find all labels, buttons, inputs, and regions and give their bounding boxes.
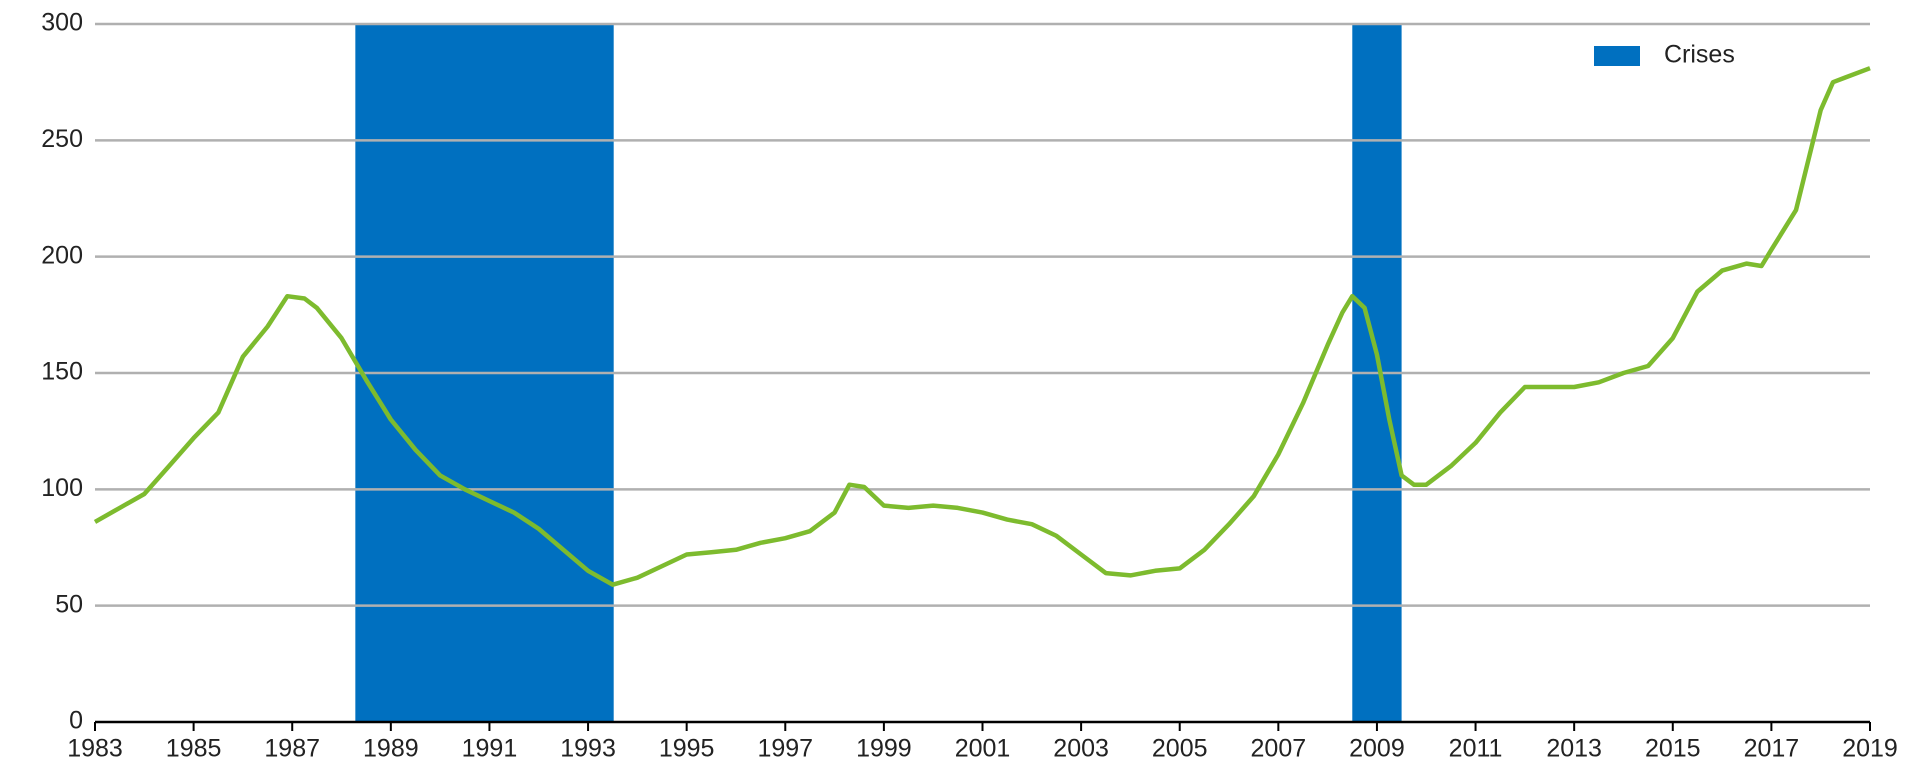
x-tick-label: 1993	[560, 735, 616, 763]
x-tick-label: 2015	[1645, 735, 1701, 763]
y-tick-label: 300	[41, 9, 83, 37]
y-tick-label: 0	[69, 707, 83, 735]
legend-swatch	[1594, 46, 1640, 66]
data-line	[93, 66, 1871, 587]
y-tick-label: 200	[41, 241, 83, 269]
x-tick-label: 1989	[363, 735, 419, 763]
x-tick-label: 2001	[955, 735, 1011, 763]
x-tick-label: 2017	[1744, 735, 1800, 763]
x-tick-label: 1985	[166, 735, 222, 763]
x-tick-label: 2003	[1053, 735, 1109, 763]
x-tick-label: 2007	[1251, 735, 1307, 763]
x-tick-label: 1995	[659, 735, 715, 763]
y-tick-label: 100	[41, 474, 83, 502]
x-tick-label: 2011	[1449, 735, 1503, 763]
x-tick-label: 2005	[1152, 735, 1208, 763]
y-tick-label: 250	[41, 125, 83, 153]
x-tick-label: 1987	[264, 735, 320, 763]
y-tick-label: 50	[55, 590, 83, 618]
y-tick-label: 150	[41, 358, 83, 386]
legend-label: Crises	[1664, 41, 1735, 69]
x-tick-label: 1997	[757, 735, 813, 763]
x-tick-label: 1991	[462, 735, 518, 763]
x-tick-label: 1999	[856, 735, 912, 763]
x-tick-label: 1983	[67, 735, 123, 763]
x-tick-label: 2009	[1349, 735, 1405, 763]
x-tick-label: 2019	[1842, 735, 1898, 763]
x-tick-label: 2013	[1546, 735, 1602, 763]
